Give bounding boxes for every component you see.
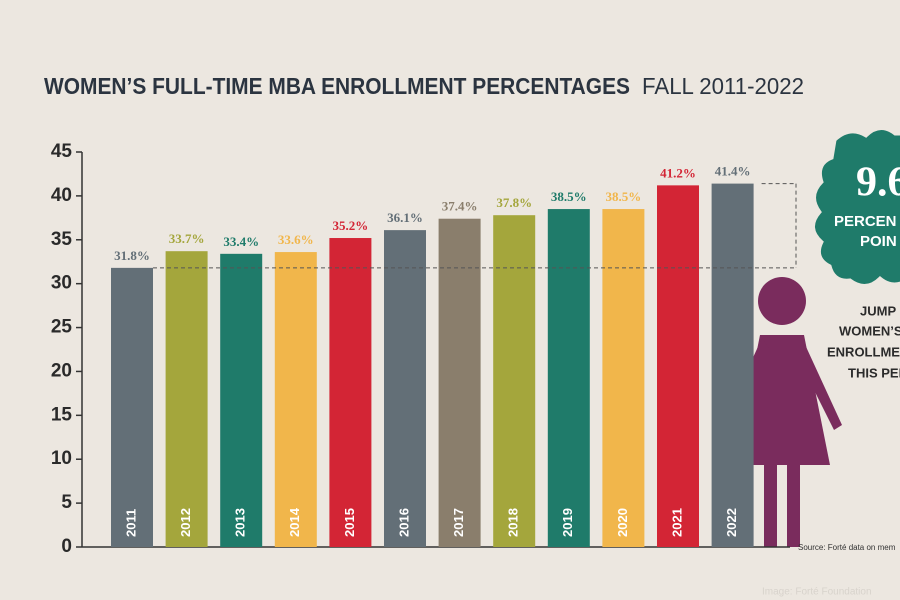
credit: Image: Forté Foundation xyxy=(762,587,872,598)
bar xyxy=(602,209,645,548)
caption-line: WOMEN’S xyxy=(839,323,900,338)
value-label: 37.8% xyxy=(496,195,532,210)
y-tick-label: 15 xyxy=(51,404,73,425)
x-tick-label: 2013 xyxy=(233,508,248,537)
x-tick-label: 2021 xyxy=(669,508,684,537)
caption-line: ENROLLMEN xyxy=(827,344,900,359)
value-label: 38.5% xyxy=(551,189,587,204)
chart-title: WOMEN’S FULL-TIME MBA ENROLLMENT PERCENT… xyxy=(44,73,630,99)
value-label: 37.4% xyxy=(442,199,478,214)
bar xyxy=(165,251,208,547)
x-tick-label: 2019 xyxy=(560,508,575,537)
value-label: 33.6% xyxy=(278,232,314,247)
badge-line: PERCEN xyxy=(834,213,897,230)
y-tick-label: 5 xyxy=(61,492,72,513)
value-label: 41.2% xyxy=(660,165,696,180)
value-label: 41.4% xyxy=(715,164,751,179)
badge-shape xyxy=(812,127,900,287)
y-tick-label: 10 xyxy=(51,448,72,469)
value-label: 33.7% xyxy=(169,231,205,246)
bar xyxy=(220,253,263,548)
value-label: 38.5% xyxy=(606,189,642,204)
x-tick-label: 2011 xyxy=(123,509,138,537)
y-tick-label: 25 xyxy=(51,317,73,338)
value-label: 36.1% xyxy=(387,210,423,225)
bar xyxy=(711,183,754,547)
bar xyxy=(493,215,536,547)
y-tick-label: 45 xyxy=(51,141,73,162)
value-label: 33.4% xyxy=(223,234,259,249)
badge xyxy=(812,127,900,287)
bar xyxy=(329,238,372,547)
x-tick-label: 2017 xyxy=(451,508,466,537)
bar xyxy=(438,218,481,547)
y-tick-label: 35 xyxy=(51,229,73,250)
x-tick-label: 2016 xyxy=(396,508,411,537)
bar xyxy=(111,267,153,547)
x-tick-label: 2018 xyxy=(506,508,521,537)
caption-line: THIS PER xyxy=(848,365,900,380)
source: Source: Forté data on mem xyxy=(798,543,896,552)
y-tick-label: 0 xyxy=(61,536,72,557)
bar xyxy=(657,185,699,547)
value-label: 35.2% xyxy=(333,218,369,233)
value-label: 31.8% xyxy=(114,248,150,263)
x-tick-label: 2015 xyxy=(342,508,357,537)
bar xyxy=(384,230,426,547)
bar xyxy=(547,209,590,548)
badge-line: POIN xyxy=(860,233,897,250)
chart-subtitle: FALL 2011-2022 xyxy=(642,73,804,99)
x-tick-label: 2022 xyxy=(724,508,739,537)
x-tick-label: 2014 xyxy=(287,507,302,537)
caption-line: JUMP xyxy=(860,303,896,318)
y-tick-label: 30 xyxy=(51,273,72,294)
badge-value: 9.6 xyxy=(856,160,900,206)
x-tick-label: 2012 xyxy=(178,508,193,537)
x-tick-label: 2020 xyxy=(615,508,630,537)
bar xyxy=(274,252,317,548)
y-tick-label: 40 xyxy=(51,185,72,206)
y-tick-label: 20 xyxy=(51,360,72,381)
